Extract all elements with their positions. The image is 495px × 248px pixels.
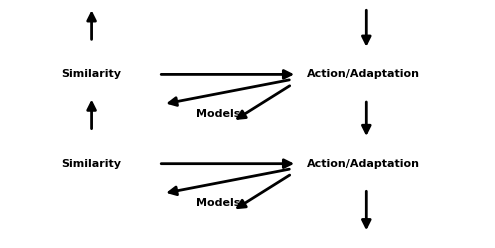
Text: Models: Models bbox=[196, 109, 240, 119]
Text: Similarity: Similarity bbox=[61, 159, 122, 169]
Text: Action/Adaptation: Action/Adaptation bbox=[307, 159, 420, 169]
Text: Similarity: Similarity bbox=[61, 69, 122, 79]
Text: Action/Adaptation: Action/Adaptation bbox=[307, 69, 420, 79]
Text: Models: Models bbox=[196, 198, 240, 208]
